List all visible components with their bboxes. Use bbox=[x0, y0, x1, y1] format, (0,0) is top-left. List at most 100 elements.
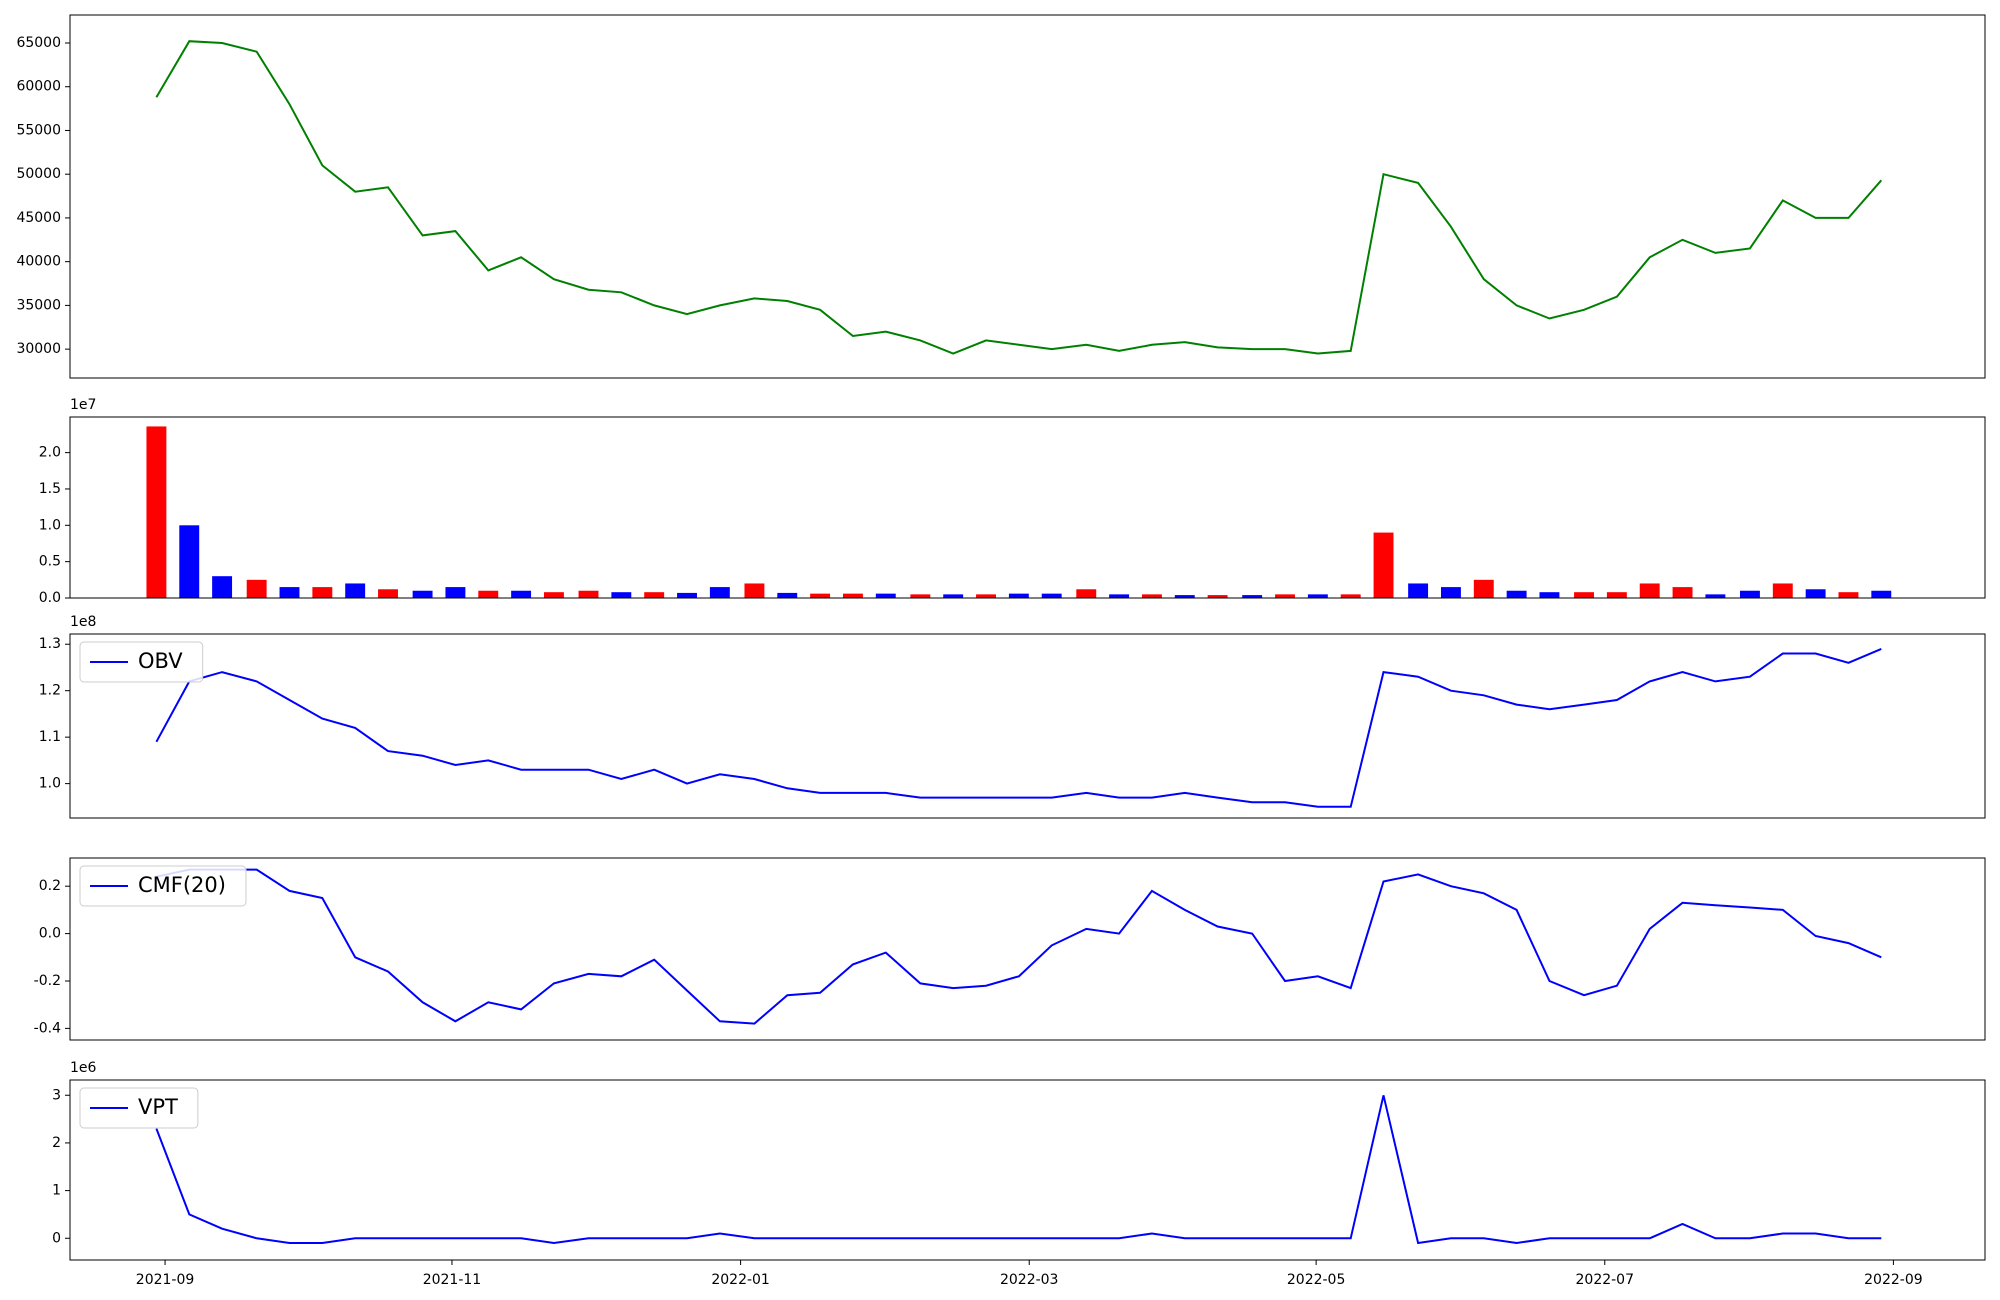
legend-label: VPT bbox=[138, 1095, 178, 1119]
volume-bar bbox=[1174, 595, 1195, 598]
volume-bar bbox=[1076, 589, 1097, 598]
volume-bar bbox=[1739, 590, 1760, 598]
volume-bar bbox=[910, 594, 931, 598]
volume-bar bbox=[1275, 594, 1295, 598]
legend-label: CMF(20) bbox=[138, 873, 226, 897]
x-tick-label: 2022-03 bbox=[1000, 1272, 1059, 1288]
axes-frame bbox=[69, 633, 1986, 819]
volume-bar bbox=[1340, 594, 1361, 598]
axes-frame bbox=[69, 416, 1986, 599]
y-tick-label: 1 bbox=[52, 1183, 61, 1199]
volume-bar bbox=[1408, 583, 1429, 598]
volume-bar bbox=[279, 587, 300, 598]
volume-bar bbox=[179, 525, 200, 598]
y-tick-label: 35000 bbox=[16, 297, 61, 313]
x-tick-label: 2022-09 bbox=[1864, 1272, 1923, 1288]
y-tick-label: 1.1 bbox=[39, 729, 61, 745]
series-line bbox=[155, 647, 1882, 808]
volume-bar bbox=[1539, 592, 1560, 598]
volume-bar bbox=[1041, 593, 1062, 598]
volume-bar bbox=[1805, 589, 1826, 598]
legend-box bbox=[79, 641, 204, 683]
volume-bar bbox=[1109, 594, 1130, 598]
volume-bar bbox=[478, 590, 499, 598]
y-tick-label: 0.5 bbox=[39, 554, 61, 570]
y-tick-label: 0 bbox=[52, 1230, 61, 1246]
series-line bbox=[155, 1095, 1882, 1245]
y-tick-label: 1.0 bbox=[39, 517, 61, 533]
y-tick-label: -0.2 bbox=[34, 973, 61, 989]
x-tick-label: 2022-01 bbox=[711, 1272, 770, 1288]
volume-bar bbox=[412, 590, 433, 598]
y-tick-label: 1.3 bbox=[39, 636, 61, 652]
volume-bar bbox=[1473, 579, 1494, 598]
y-tick-label: 0.0 bbox=[39, 926, 61, 942]
y-tick-label: 45000 bbox=[16, 210, 61, 226]
y-tick-label: 1.0 bbox=[39, 776, 61, 792]
volume-bar bbox=[1440, 587, 1461, 598]
axes-frame bbox=[69, 857, 1986, 1041]
offset-label: 1e6 bbox=[70, 1060, 97, 1076]
volume-bar bbox=[1606, 592, 1627, 598]
volume-bar bbox=[445, 587, 466, 598]
series-line bbox=[156, 868, 1882, 1025]
volume-bar bbox=[1307, 594, 1328, 598]
volume-bar bbox=[677, 592, 697, 598]
volume-bar bbox=[611, 592, 632, 598]
y-tick-label: 1.2 bbox=[39, 683, 61, 699]
volume-bar bbox=[1838, 592, 1859, 598]
volume-bar bbox=[709, 587, 730, 598]
volume-bar bbox=[976, 594, 996, 598]
volume-bar bbox=[943, 594, 964, 598]
volume-bar bbox=[312, 587, 333, 598]
volume-bar bbox=[1207, 595, 1228, 598]
volume-bar bbox=[644, 592, 665, 598]
volume-bar bbox=[744, 583, 765, 598]
x-tick-label: 2021-11 bbox=[423, 1272, 482, 1288]
volume-bar bbox=[875, 593, 896, 598]
volume-bar bbox=[777, 592, 798, 598]
volume-bar bbox=[511, 590, 532, 598]
legend-box bbox=[79, 1087, 199, 1129]
legend-box bbox=[79, 865, 247, 907]
volume-bar bbox=[1772, 583, 1793, 598]
volume-bar bbox=[1506, 590, 1527, 598]
offset-label: 1e7 bbox=[70, 397, 96, 413]
volume-bar bbox=[1373, 532, 1394, 598]
volume-bar bbox=[1574, 592, 1594, 598]
y-tick-label: 50000 bbox=[16, 166, 61, 182]
volume-bar bbox=[1008, 593, 1029, 598]
y-tick-label: 1.5 bbox=[39, 481, 61, 497]
y-tick-label: -0.4 bbox=[34, 1020, 61, 1036]
volume-bar bbox=[378, 589, 398, 598]
y-tick-label: 60000 bbox=[16, 79, 61, 95]
legend-label: OBV bbox=[138, 649, 183, 673]
y-tick-label: 0.0 bbox=[39, 590, 61, 606]
x-tick-label: 2021-09 bbox=[136, 1272, 195, 1288]
volume-bar bbox=[810, 593, 831, 598]
volume-bar bbox=[842, 593, 863, 598]
volume-bar bbox=[246, 579, 267, 598]
volume-bar bbox=[578, 590, 599, 598]
series-line bbox=[155, 40, 1883, 355]
volume-bar bbox=[1141, 594, 1162, 598]
offset-label: 1e8 bbox=[70, 614, 96, 630]
volume-bar bbox=[212, 576, 233, 598]
y-tick-label: 0.2 bbox=[39, 878, 61, 894]
volume-bar bbox=[1242, 595, 1263, 598]
axes-frame bbox=[69, 14, 1986, 379]
y-tick-label: 40000 bbox=[16, 254, 61, 270]
y-tick-label: 30000 bbox=[16, 341, 61, 357]
volume-bar bbox=[1672, 587, 1693, 598]
volume-bar bbox=[1705, 594, 1726, 598]
x-tick-label: 2022-05 bbox=[1287, 1272, 1346, 1288]
y-tick-label: 2.0 bbox=[39, 445, 61, 461]
volume-bar bbox=[1639, 583, 1660, 598]
axes-frame bbox=[69, 1079, 1986, 1261]
volume-bar bbox=[543, 592, 564, 598]
y-tick-label: 55000 bbox=[16, 122, 61, 138]
x-tick-label: 2022-07 bbox=[1576, 1272, 1635, 1288]
y-tick-label: 2 bbox=[52, 1135, 61, 1151]
volume-bar bbox=[345, 583, 366, 598]
